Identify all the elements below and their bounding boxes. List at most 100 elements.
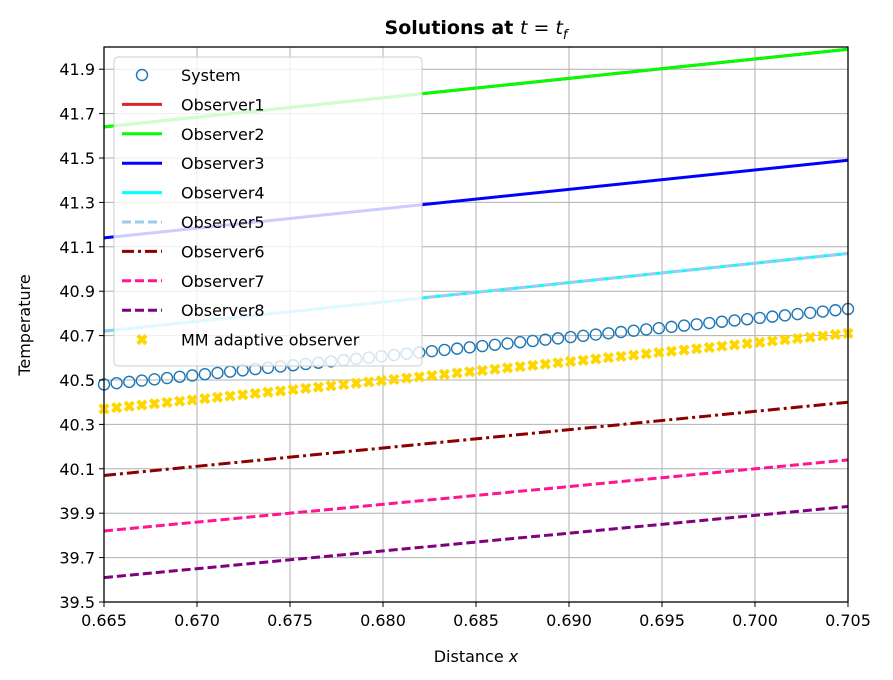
- system-point: [135, 374, 149, 387]
- y-tick-label: 39.5: [59, 593, 95, 612]
- mm-adaptive-observer-point: [779, 334, 791, 346]
- system-point: [778, 309, 792, 322]
- mm-adaptive-observer-point: [590, 353, 602, 365]
- mm-adaptive-observer-point: [804, 331, 816, 343]
- mm-adaptive-observer-point: [148, 398, 161, 410]
- system-point: [703, 316, 716, 330]
- mm-adaptive-observer-point: [262, 386, 274, 398]
- system-point: [236, 364, 249, 377]
- mm-adaptive-observer-point: [665, 345, 678, 357]
- system-point: [766, 310, 779, 323]
- observer7-line: [103, 458, 849, 533]
- system-point: [186, 369, 199, 382]
- legend-label: Observer2: [181, 125, 265, 144]
- system-point: [740, 312, 754, 326]
- system-point: [690, 318, 703, 331]
- legend-label: Observer5: [181, 213, 265, 232]
- series-markers: [97, 302, 855, 415]
- x-tick-label: 0.685: [453, 611, 499, 630]
- legend-entry-observer4: Observer4: [122, 184, 265, 203]
- mm-adaptive-observer-point: [691, 343, 703, 355]
- system-point: [816, 305, 829, 318]
- legend-label: Observer1: [181, 95, 265, 114]
- mm-adaptive-observer-point: [110, 401, 123, 414]
- x-axis-ticks: 0.665 0.670 0.675 0.680 0.685 0.690 0.695 0.700…: [81, 602, 871, 630]
- mm-adaptive-observer-point: [653, 346, 665, 359]
- legend-entry-observer6: Observer6: [122, 242, 265, 261]
- y-axis-label: Temperature: [15, 274, 34, 376]
- mm-adaptive-observer-point: [199, 393, 211, 405]
- mm-adaptive-observer-point: [628, 349, 640, 361]
- mm-adaptive-observer-point: [363, 376, 375, 388]
- system-point: [501, 337, 514, 350]
- mm-adaptive-observer-point: [754, 336, 766, 348]
- legend-marker: [135, 68, 149, 82]
- mm-adaptive-observer-point: [451, 367, 463, 379]
- x-tick-label: 0.695: [639, 611, 685, 630]
- mm-adaptive-observer-point: [161, 396, 173, 409]
- system-point: [450, 342, 464, 355]
- system-point: [526, 334, 539, 348]
- mm-adaptive-observer-point: [489, 363, 501, 375]
- y-tick-label: 40.9: [59, 282, 95, 301]
- legend-entry-observer5: Observer5: [122, 213, 265, 232]
- x-tick-label: 0.680: [360, 611, 406, 630]
- x-tick-label: 0.670: [174, 611, 220, 630]
- x-axis-label: Distance x: [434, 647, 519, 666]
- mm-adaptive-observer-point: [350, 377, 362, 389]
- legend-entry-observer8: Observer8: [122, 301, 265, 320]
- mm-adaptive-observer-point: [287, 384, 299, 396]
- system-point: [198, 368, 212, 381]
- mm-adaptive-observer-point: [388, 373, 400, 386]
- y-axis-ticks: 39.5 39.7 39.9 40.1 40.3 40.5 40.7 40.9 41.1 41.3…: [59, 60, 104, 612]
- system-point: [677, 319, 691, 332]
- system-point: [539, 333, 552, 346]
- system-point: [652, 321, 666, 335]
- legend-label: System: [181, 66, 241, 85]
- system-point: [551, 332, 565, 345]
- mm-adaptive-observer-point: [237, 389, 249, 401]
- mm-adaptive-observer-point: [300, 382, 312, 395]
- mm-adaptive-observer-point: [514, 361, 526, 373]
- x-tick-label: 0.675: [267, 611, 313, 630]
- x-tick-label: 0.690: [546, 611, 592, 630]
- mm-adaptive-observer-point: [552, 357, 564, 369]
- system-point: [110, 376, 123, 390]
- mm-adaptive-observer-point: [678, 344, 690, 356]
- system-point: [803, 306, 817, 319]
- system-point: [589, 328, 602, 341]
- mm-adaptive-observer-point: [527, 359, 539, 371]
- system-point: [425, 344, 439, 358]
- mm-adaptive-observer-point: [728, 339, 741, 351]
- system-point: [173, 370, 186, 383]
- legend-label: Observer8: [181, 301, 265, 320]
- legend-label: Observer3: [181, 154, 265, 173]
- system-point: [753, 311, 766, 325]
- grid: [103, 47, 849, 603]
- y-tick-label: 41.1: [59, 238, 95, 257]
- mm-adaptive-observer-point: [476, 364, 488, 377]
- legend-label: Observer7: [181, 272, 265, 291]
- system-point: [829, 304, 842, 317]
- system-point: [476, 339, 489, 353]
- mm-adaptive-observer-point: [602, 352, 615, 364]
- mm-adaptive-observer-point: [703, 341, 715, 354]
- mm-adaptive-observer-point: [325, 380, 337, 392]
- mm-adaptive-observer-point: [791, 332, 804, 345]
- mm-adaptive-observer-point: [817, 330, 829, 342]
- system-point: [223, 365, 237, 378]
- y-tick-label: 41.9: [59, 60, 95, 79]
- mm-adaptive-observer-point: [577, 354, 589, 366]
- mm-adaptive-observer-point: [413, 371, 425, 383]
- legend-entry-observer2: Observer2: [122, 125, 265, 144]
- observer6-line: [103, 400, 849, 477]
- legend: System Observer1 Observer2 Observer3 Observe…: [113, 56, 423, 367]
- observer8-line: [103, 505, 849, 580]
- mm-adaptive-observer-point: [438, 368, 451, 380]
- system-point: [564, 330, 577, 344]
- legend-label: Observer4: [181, 184, 265, 203]
- mm-adaptive-observer-point: [464, 366, 476, 378]
- mm-adaptive-observer-point: [123, 400, 135, 412]
- chart-title-prefix: Solutions at: [385, 17, 520, 39]
- legend-entry-observer1: Observer1: [122, 95, 265, 114]
